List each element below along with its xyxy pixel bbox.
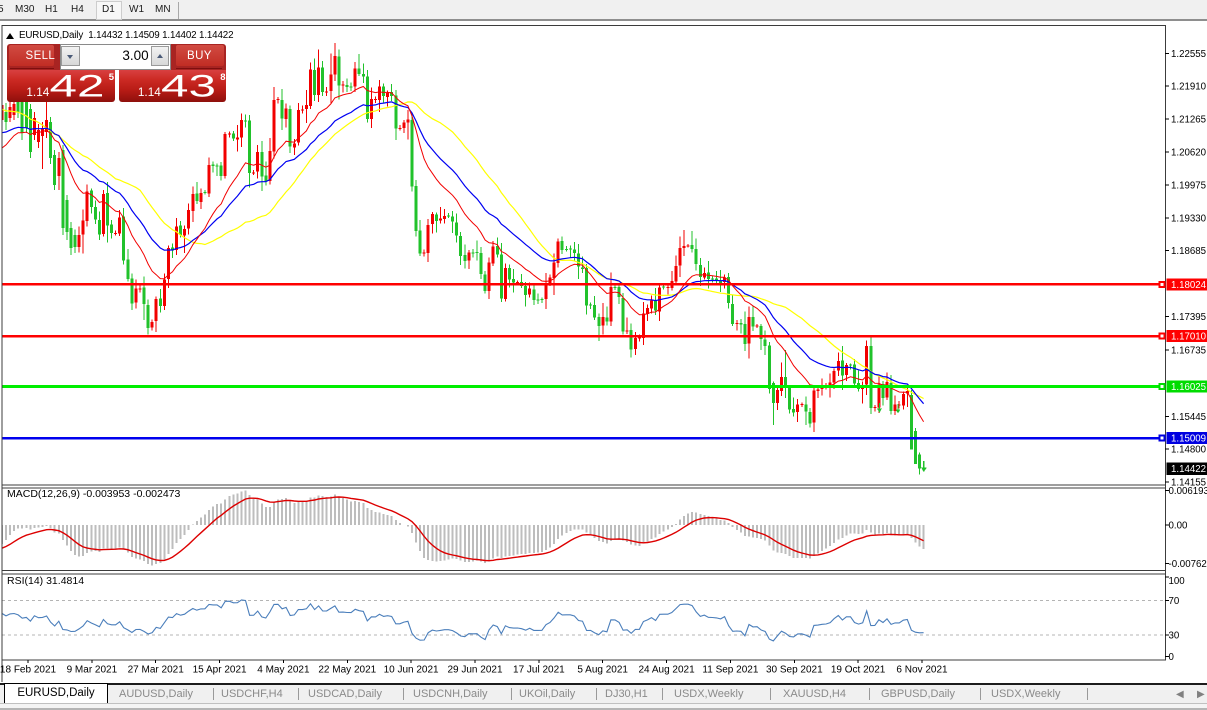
svg-text:5: 5 — [109, 72, 115, 83]
svg-text:30: 30 — [1169, 631, 1180, 642]
svg-text:15 Apr 2021: 15 Apr 2021 — [193, 665, 247, 676]
svg-text:70: 70 — [1169, 596, 1180, 607]
svg-text:1.14422: 1.14422 — [1171, 464, 1206, 475]
svg-text:9 Mar 2021: 9 Mar 2021 — [67, 665, 118, 676]
svg-text:27 Mar 2021: 27 Mar 2021 — [128, 665, 185, 676]
svg-text:MACD(12,26,9) -0.003953 -0.002: MACD(12,26,9) -0.003953 -0.002473 — [7, 488, 181, 500]
svg-text:8: 8 — [220, 72, 225, 83]
svg-text:1.18024: 1.18024 — [1171, 280, 1207, 291]
svg-text:24 Aug 2021: 24 Aug 2021 — [639, 665, 696, 676]
svg-text:1.19975: 1.19975 — [1171, 180, 1206, 191]
svg-text:1.17395: 1.17395 — [1171, 312, 1206, 323]
svg-text:1.15445: 1.15445 — [1171, 412, 1206, 423]
svg-text:1.18685: 1.18685 — [1171, 246, 1206, 257]
svg-text:1.14: 1.14 — [138, 87, 162, 99]
svg-text:RSI(14) 31.4814: RSI(14) 31.4814 — [7, 575, 84, 587]
svg-text:1.19330: 1.19330 — [1171, 213, 1207, 224]
svg-text:0.00: 0.00 — [1169, 521, 1188, 532]
svg-text:1.16735: 1.16735 — [1171, 346, 1206, 357]
svg-text:1.14155: 1.14155 — [1171, 477, 1206, 488]
svg-text:10 Jun 2021: 10 Jun 2021 — [384, 665, 439, 676]
svg-text:1.16025: 1.16025 — [1171, 382, 1206, 393]
svg-text:11 Sep 2021: 11 Sep 2021 — [702, 665, 758, 676]
svg-text:43: 43 — [161, 68, 216, 103]
svg-text:1.14: 1.14 — [26, 87, 50, 99]
svg-text:17 Jul 2021: 17 Jul 2021 — [513, 665, 565, 676]
svg-text:1.21910: 1.21910 — [1171, 82, 1207, 93]
svg-text:19 Oct 2021: 19 Oct 2021 — [831, 665, 886, 676]
svg-text:0.006193: 0.006193 — [1169, 486, 1207, 497]
svg-text:42: 42 — [50, 68, 105, 103]
svg-text:29 Jun 2021: 29 Jun 2021 — [447, 665, 502, 676]
svg-text:1.21265: 1.21265 — [1171, 115, 1206, 126]
svg-text:1.14800: 1.14800 — [1171, 444, 1207, 455]
svg-text:100: 100 — [1169, 576, 1186, 587]
svg-text:1.17010: 1.17010 — [1171, 332, 1207, 343]
svg-text:1.15009: 1.15009 — [1171, 434, 1206, 445]
svg-text:5 Aug 2021: 5 Aug 2021 — [577, 665, 628, 676]
svg-text:0: 0 — [1169, 652, 1175, 663]
svg-text:30 Sep 2021: 30 Sep 2021 — [766, 665, 823, 676]
svg-text:22 May 2021: 22 May 2021 — [318, 665, 376, 676]
svg-text:1.20620: 1.20620 — [1171, 148, 1207, 159]
svg-text:6 Nov 2021: 6 Nov 2021 — [896, 665, 948, 676]
svg-text:18 Feb 2021: 18 Feb 2021 — [0, 665, 57, 676]
svg-text:4 May 2021: 4 May 2021 — [257, 665, 310, 676]
svg-text:1.22555: 1.22555 — [1171, 49, 1206, 60]
